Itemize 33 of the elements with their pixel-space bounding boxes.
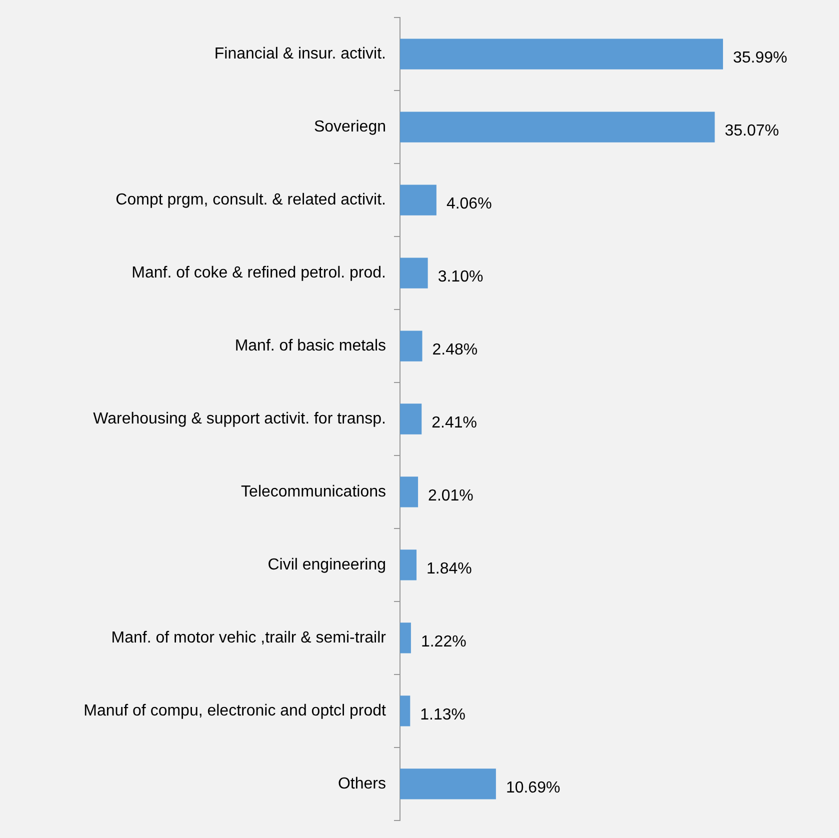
- y-tick-label: Others: [338, 775, 386, 792]
- y-tick-label: Manf. of coke & refined petrol. prod.: [132, 264, 386, 282]
- bar: [400, 330, 422, 362]
- data-label: 1.13%: [420, 706, 466, 724]
- bar: [400, 768, 496, 800]
- bar: [400, 112, 715, 142]
- data-label: 3.10%: [438, 268, 484, 286]
- y-tick-label: Telecommunications: [241, 483, 386, 500]
- data-label: 10.69%: [506, 779, 560, 796]
- y-tick-label: Manf. of basic metals: [234, 337, 386, 354]
- data-label: 2.41%: [432, 414, 478, 432]
- y-tick-label: Civil engineering: [268, 556, 386, 574]
- y-tick-label: Manuf of compu, electronic and optcl prodt: [84, 702, 387, 720]
- bar: [400, 550, 417, 580]
- y-tick-label: Manf. of motor vehic ,trailr & semi-trailr: [111, 629, 387, 646]
- data-label: 1.22%: [420, 633, 466, 650]
- bar: [400, 696, 410, 726]
- data-label: 2.01%: [428, 487, 474, 504]
- bar: [400, 184, 436, 216]
- bar: [400, 404, 422, 434]
- data-label: 4.06%: [446, 195, 492, 212]
- y-tick-label: Compt prgm, consult. & related activit.: [116, 191, 386, 208]
- y-tick-label: Financial & insur. activit.: [214, 45, 386, 62]
- bar: [400, 258, 428, 288]
- data-label: 2.48%: [432, 341, 478, 358]
- bar: [400, 476, 418, 508]
- data-label: 1.84%: [426, 560, 472, 578]
- bar: [400, 38, 724, 70]
- data-label: 35.99%: [733, 49, 788, 66]
- y-tick-label: Soveriegn: [314, 118, 386, 136]
- y-tick-label: Warehousing & support activit. for transp.: [93, 410, 386, 428]
- data-label: 35.07%: [724, 122, 780, 140]
- bar: [400, 622, 411, 654]
